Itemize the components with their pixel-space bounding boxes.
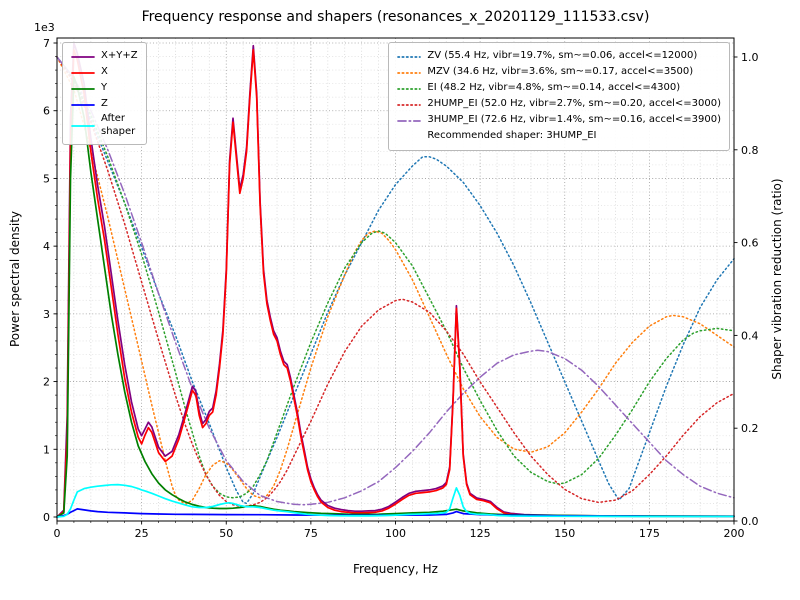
- x-tick-label: 0: [54, 527, 61, 540]
- x-tick-label: 150: [554, 527, 575, 540]
- legend-item-z: Z: [71, 97, 138, 112]
- legend-item-zv: ZV (55.4 Hz, vibr=19.7%, sm~=0.06, accel…: [397, 49, 721, 64]
- y-left-tick-label: 6: [43, 105, 50, 118]
- y-right-tick-label: 0.4: [741, 329, 759, 342]
- chart-title: Frequency response and shapers (resonanc…: [141, 9, 650, 25]
- legend-sample-blank: [397, 132, 421, 142]
- legend-line-sample-x: [71, 68, 95, 78]
- legend-item-after-shaper: After shaper: [71, 113, 138, 138]
- legend-line-sample-y: [71, 84, 95, 94]
- legend-line-sample-mzv: [397, 68, 422, 78]
- x-tick-label: 125: [470, 527, 491, 540]
- curve-x: [56, 48, 735, 518]
- legend-item-3hump-ei: 3HUMP_EI (72.6 Hz, vibr=1.4%, sm~=0.16, …: [397, 113, 721, 128]
- legend-line-sample-z: [71, 100, 95, 110]
- legend-item-label: Y: [101, 82, 108, 94]
- legend-item-x: X: [71, 65, 138, 80]
- psd-curves: [56, 42, 735, 518]
- legend-item-label: 2HUMP_EI (52.0 Hz, vibr=2.7%, sm~=0.20, …: [427, 98, 721, 110]
- y-right-tick-label: 0.6: [741, 237, 759, 250]
- x-tick-label: 50: [219, 527, 233, 540]
- legend-line-sample-3hump-ei: [397, 116, 422, 126]
- legend-item-2hump-ei: 2HUMP_EI (52.0 Hz, vibr=2.7%, sm~=0.20, …: [397, 97, 721, 112]
- axis-ticks: 0 25 50 75 100 125 150 175 200 0 1 2 3 4 5 6 7 0.0 0.2 0.4 0…: [43, 37, 759, 540]
- legend-item-label: 3HUMP_EI (72.6 Hz, vibr=1.4%, sm~=0.16, …: [427, 114, 721, 126]
- y-axis-label-left: Power spectral density: [8, 210, 22, 348]
- legend-item-mzv: MZV (34.6 Hz, vibr=3.6%, sm~=0.17, accel…: [397, 65, 721, 80]
- y-left-tick-label: 0: [43, 511, 50, 524]
- x-tick-label: 75: [304, 527, 318, 540]
- legend-item-label: Z: [101, 98, 108, 110]
- y-right-tick-label: 0.8: [741, 144, 759, 157]
- x-tick-label: 175: [639, 527, 660, 540]
- x-axis-label: Frequency, Hz: [353, 562, 438, 576]
- curve-after-shaper: [56, 483, 735, 518]
- legend-line-sample-zv: [397, 52, 422, 62]
- legend-item-y: Y: [71, 81, 138, 96]
- legend-item-label: ZV (55.4 Hz, vibr=19.7%, sm~=0.06, accel…: [427, 50, 698, 62]
- y-axis-label-right: Shaper vibration reduction (ratio): [770, 178, 784, 380]
- legend-item-sum: X+Y+Z: [71, 49, 138, 64]
- legend-item-label: X: [101, 66, 108, 78]
- recommended-shaper-text: Recommended shaper: 3HUMP_EI: [427, 130, 597, 142]
- y-right-tick-label: 1.0: [741, 51, 759, 64]
- legend-line-sample-sum: [71, 52, 95, 62]
- x-tick-label: 100: [385, 527, 406, 540]
- legend-item-label: X+Y+Z: [101, 50, 138, 62]
- curve-2hump-ei: [56, 56, 735, 507]
- legend-shapers: ZV (55.4 Hz, vibr=19.7%, sm~=0.06, accel…: [388, 42, 730, 151]
- y-left-tick-label: 5: [43, 172, 50, 185]
- x-tick-label: 25: [135, 527, 149, 540]
- legend-item-label: EI (48.2 Hz, vibr=4.8%, sm~=0.14, accel<…: [427, 82, 681, 94]
- y-axis-offset-text: 1e3: [34, 21, 55, 34]
- legend-item-recommended: Recommended shaper: 3HUMP_EI: [397, 129, 721, 144]
- curve-y: [56, 76, 735, 518]
- legend-line-sample-ei: [397, 84, 422, 94]
- legend-shapers-items: ZV (55.4 Hz, vibr=19.7%, sm~=0.06, accel…: [397, 49, 721, 128]
- y-left-tick-label: 4: [43, 240, 50, 253]
- curve-3hump-ei: [56, 56, 735, 506]
- y-left-tick-label: 2: [43, 376, 50, 389]
- y-left-tick-label: 3: [43, 308, 50, 321]
- y-right-tick-label: 0.2: [741, 422, 759, 435]
- legend-item-label: After shaper: [101, 113, 136, 137]
- curve-zv: [56, 56, 735, 505]
- legend-item-label: MZV (34.6 Hz, vibr=3.6%, sm~=0.17, accel…: [427, 66, 694, 78]
- curve-mzv: [56, 56, 735, 506]
- y-left-tick-label: 7: [43, 37, 50, 50]
- legend-line-sample-2hump-ei: [397, 100, 422, 110]
- legend-psd: X+Y+Z X Y Z After shaper: [62, 42, 147, 145]
- curve-ei: [56, 56, 735, 499]
- legend-item-ei: EI (48.2 Hz, vibr=4.8%, sm~=0.14, accel<…: [397, 81, 721, 96]
- legend-line-sample-after-shaper: [71, 121, 95, 131]
- shaper-curves: [56, 56, 735, 507]
- legend-psd-items: X+Y+Z X Y Z After shaper: [71, 49, 138, 138]
- x-tick-label: 200: [724, 527, 745, 540]
- y-left-tick-label: 1: [43, 443, 50, 456]
- y-right-tick-label: 0.0: [741, 515, 759, 528]
